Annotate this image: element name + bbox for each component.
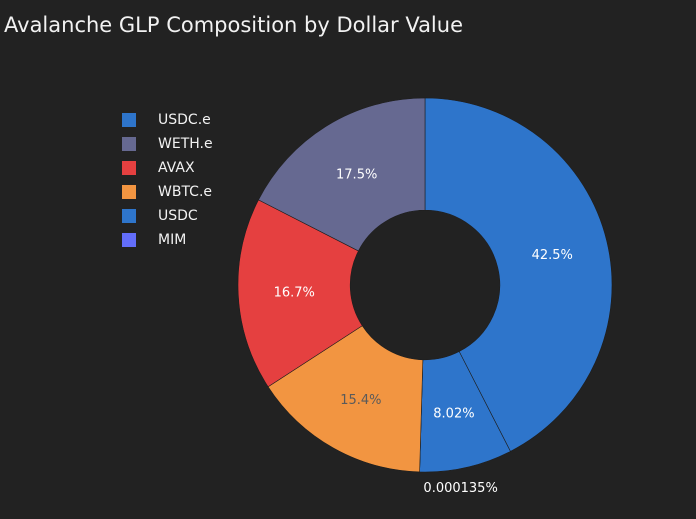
legend-swatch	[122, 113, 136, 127]
legend-item-usdc-e[interactable]: USDC.e	[122, 108, 213, 132]
legend: USDC.e WETH.e AVAX WBTC.e USDC MIM	[122, 108, 213, 252]
legend-item-wbtc-e[interactable]: WBTC.e	[122, 180, 213, 204]
slice-label: 8.02%	[433, 407, 474, 422]
legend-swatch	[122, 137, 136, 151]
slice-wbtc-e[interactable]	[267, 325, 424, 473]
slice-label: 15.4%	[340, 393, 381, 408]
slice-label: 17.5%	[336, 167, 377, 182]
legend-label: USDC	[158, 208, 198, 224]
legend-label: USDC.e	[158, 112, 211, 128]
slice-label: 42.5%	[532, 248, 573, 263]
slice-label: 16.7%	[274, 286, 315, 301]
chart-title: Avalanche GLP Composition by Dollar Valu…	[4, 13, 463, 37]
legend-swatch	[122, 185, 136, 199]
slice-usdc-e[interactable]	[424, 97, 613, 452]
legend-item-avax[interactable]: AVAX	[122, 156, 213, 180]
legend-item-usdc[interactable]: USDC	[122, 204, 213, 228]
legend-swatch	[122, 161, 136, 175]
legend-label: AVAX	[158, 160, 195, 176]
slice-label: 0.000135%	[423, 481, 497, 496]
legend-item-weth-e[interactable]: WETH.e	[122, 132, 213, 156]
legend-label: MIM	[158, 232, 187, 248]
legend-label: WETH.e	[158, 136, 213, 152]
slice-weth-e[interactable]	[258, 97, 426, 252]
legend-item-mim[interactable]: MIM	[122, 228, 213, 252]
slice-avax[interactable]	[237, 199, 363, 388]
legend-swatch	[122, 209, 136, 223]
legend-swatch	[122, 233, 136, 247]
legend-label: WBTC.e	[158, 184, 213, 200]
